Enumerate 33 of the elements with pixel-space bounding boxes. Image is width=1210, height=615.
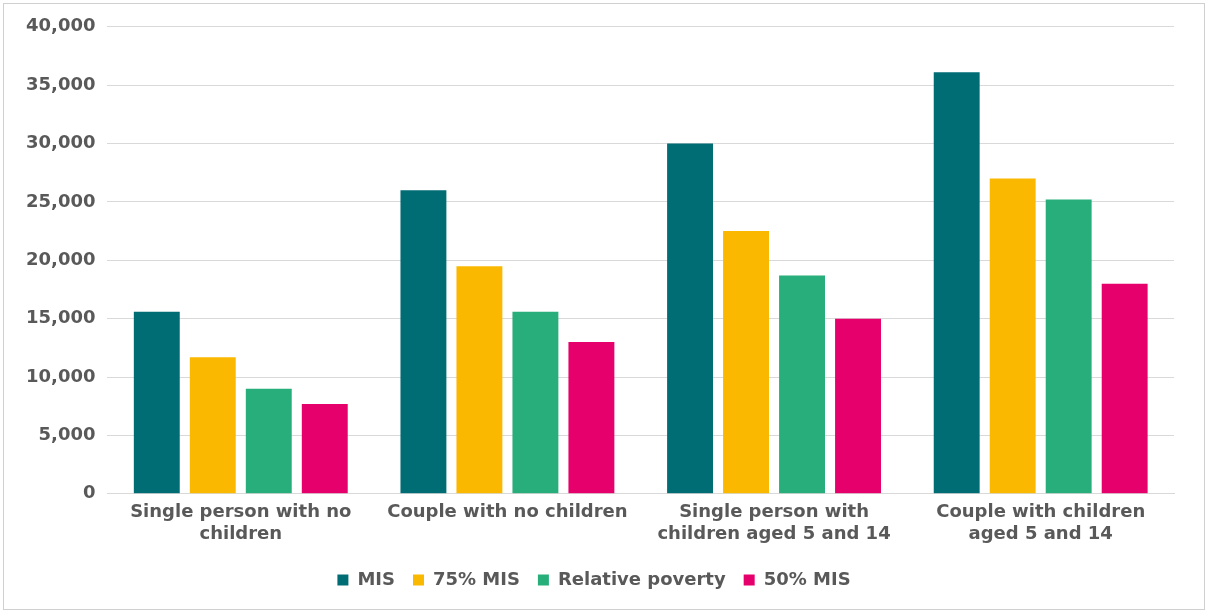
- y-tick-label: 30,000: [25, 131, 96, 153]
- x-tick-label: Single person with children aged 5 and 14: [657, 500, 891, 543]
- y-tick-label: 25,000: [25, 189, 96, 211]
- y-tick-label: 40,000: [25, 14, 96, 36]
- bar: [400, 190, 447, 494]
- bar: [568, 342, 615, 494]
- bar: [835, 318, 881, 494]
- bar: [989, 178, 1036, 494]
- legend-label: Relative poverty: [557, 567, 726, 589]
- y-tick-label: 10,000: [25, 364, 96, 386]
- bar: [1045, 199, 1092, 494]
- bar: [667, 143, 714, 494]
- y-tick-label: 5,000: [38, 423, 96, 445]
- bar: [301, 403, 348, 494]
- legend-label: 50% MIS: [763, 567, 851, 589]
- bar: [189, 357, 236, 494]
- bar: [456, 266, 503, 494]
- bar: [723, 231, 770, 494]
- x-tick-label: Couple with no children: [387, 500, 628, 522]
- y-tick-label: 35,000: [25, 72, 96, 94]
- legend-label: 75% MIS: [432, 567, 520, 589]
- y-tick-label: 0: [82, 481, 96, 503]
- legend-label: MIS: [357, 567, 395, 589]
- bar: [1101, 283, 1148, 494]
- y-tick-label: 15,000: [25, 306, 96, 328]
- bar: [512, 311, 559, 494]
- bar: [245, 388, 292, 494]
- y-tick-label: 20,000: [25, 247, 96, 269]
- x-tick-label: Single person with no children: [130, 500, 352, 543]
- bar: [133, 311, 180, 494]
- bar: [933, 72, 980, 494]
- x-tick-label: Couple with children aged 5 and 14: [936, 500, 1146, 543]
- bar: [779, 275, 825, 494]
